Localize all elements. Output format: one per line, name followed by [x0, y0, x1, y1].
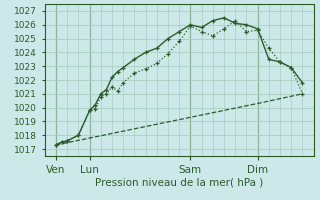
X-axis label: Pression niveau de la mer( hPa ): Pression niveau de la mer( hPa )	[95, 178, 263, 188]
